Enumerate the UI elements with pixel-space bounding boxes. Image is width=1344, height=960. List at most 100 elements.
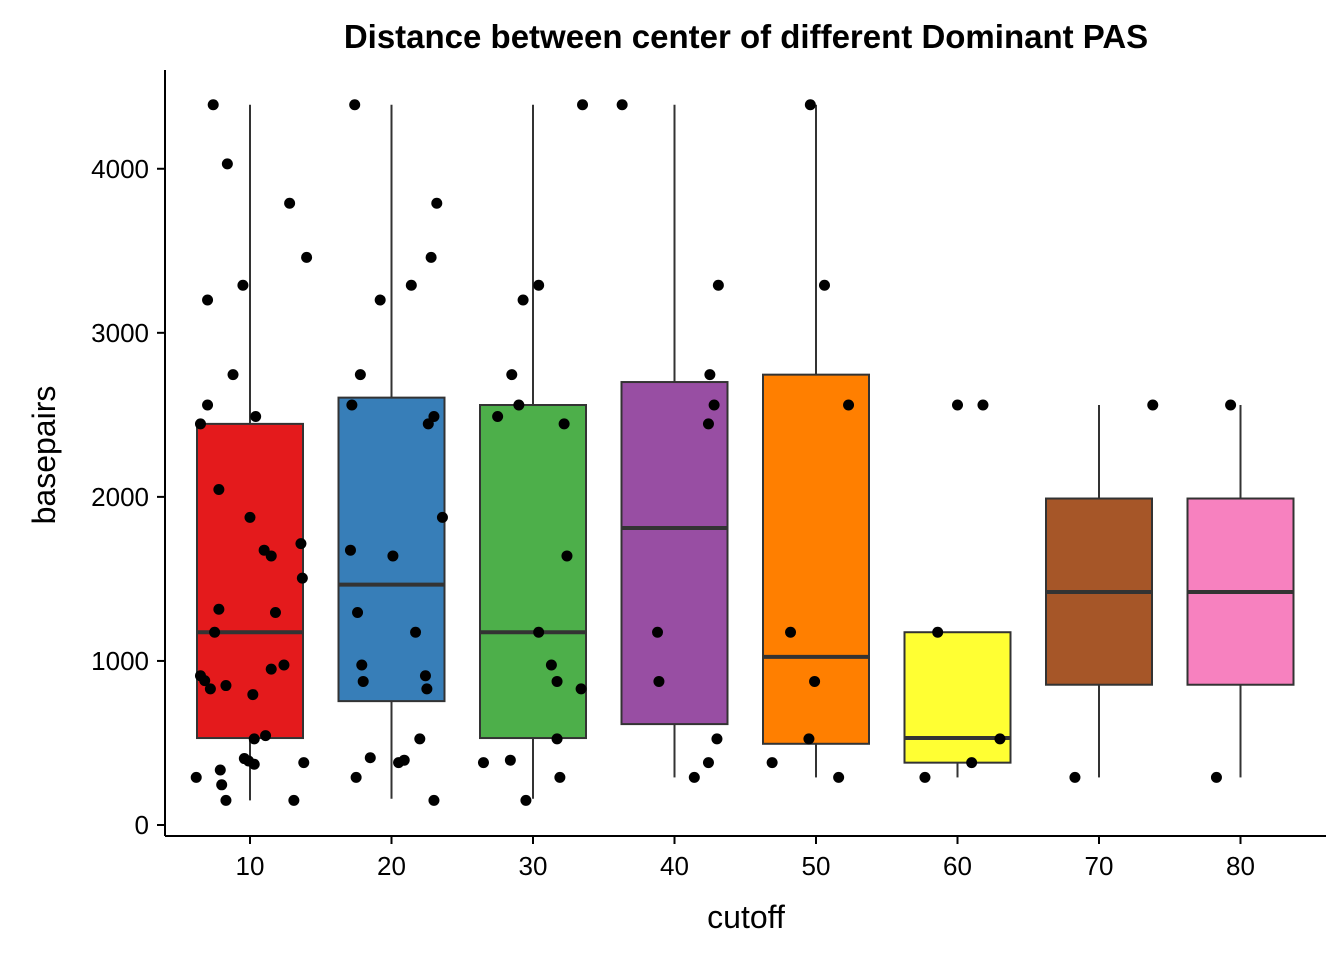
data-point-10-7	[209, 626, 221, 638]
data-point-20-1	[346, 399, 358, 411]
data-point-10-8	[207, 99, 219, 111]
data-point-20-5	[354, 369, 366, 381]
data-point-30-8	[533, 279, 545, 291]
data-point-30-13	[558, 418, 570, 430]
data-point-10-2	[199, 675, 211, 687]
x-tick-label-40: 40	[660, 851, 689, 881]
data-point-20-12	[398, 754, 410, 766]
x-tick-label-10: 10	[236, 851, 265, 881]
data-point-60-0	[919, 771, 931, 783]
data-point-20-3	[350, 771, 362, 783]
data-point-30-2	[504, 754, 516, 766]
data-point-20-2	[349, 99, 361, 111]
data-point-40-6	[704, 369, 716, 381]
y-tick-label-2000: 2000	[91, 482, 149, 512]
data-point-20-0	[344, 544, 356, 556]
data-point-30-5	[517, 294, 529, 306]
data-point-10-13	[220, 794, 232, 806]
data-point-20-19	[425, 251, 437, 263]
data-point-10-26	[260, 730, 272, 742]
y-tick-label-0: 0	[135, 810, 149, 840]
data-point-10-33	[295, 538, 307, 550]
data-point-20-23	[436, 511, 448, 523]
data-point-10-11	[214, 764, 226, 776]
points-layer	[190, 99, 1237, 806]
data-point-20-16	[419, 670, 431, 682]
data-point-30-16	[577, 99, 589, 111]
data-point-10-35	[298, 757, 310, 769]
data-point-10-27	[265, 663, 277, 675]
data-point-10-9	[213, 483, 225, 495]
data-point-60-4	[977, 399, 989, 411]
data-point-50-4	[809, 675, 821, 687]
data-point-80-1	[1225, 399, 1237, 411]
box-group-10	[196, 104, 304, 801]
data-point-20-14	[410, 626, 422, 638]
box-40	[620, 381, 729, 726]
data-point-10-3	[202, 294, 214, 306]
data-point-30-4	[513, 399, 525, 411]
data-point-20-20	[428, 794, 440, 806]
data-point-30-14	[561, 550, 573, 562]
data-point-10-14	[220, 680, 232, 692]
data-point-30-10	[551, 675, 563, 687]
data-point-10-12	[216, 779, 228, 791]
data-point-20-6	[356, 659, 368, 671]
data-point-30-6	[520, 794, 532, 806]
data-point-30-3	[506, 369, 518, 381]
data-point-40-3	[688, 771, 700, 783]
y-tick-label-1000: 1000	[91, 646, 149, 676]
data-point-50-1	[785, 626, 797, 638]
data-point-20-21	[428, 410, 440, 422]
data-point-10-32	[288, 794, 300, 806]
box-50	[762, 373, 870, 745]
data-point-50-6	[833, 771, 845, 783]
data-point-50-5	[818, 279, 830, 291]
data-point-10-34	[296, 572, 308, 584]
data-point-30-9	[545, 659, 557, 671]
data-point-50-2	[803, 733, 815, 745]
data-point-20-9	[374, 294, 386, 306]
box-group-60	[903, 631, 1012, 778]
data-point-10-30	[278, 659, 290, 671]
data-point-20-7	[357, 675, 369, 687]
data-point-30-11	[551, 733, 563, 745]
box-60	[903, 631, 1012, 764]
data-point-10-4	[202, 399, 214, 411]
data-point-70-1	[1147, 399, 1159, 411]
data-point-40-2	[653, 675, 665, 687]
data-point-10-17	[237, 279, 249, 291]
data-point-30-7	[533, 626, 545, 638]
data-point-80-0	[1210, 771, 1222, 783]
x-tick-label-50: 50	[802, 851, 831, 881]
data-point-10-5	[204, 683, 216, 695]
x-tick-label-20: 20	[377, 851, 406, 881]
y-tick-label-3000: 3000	[91, 318, 149, 348]
data-point-10-20	[244, 511, 256, 523]
data-point-20-22	[431, 197, 443, 209]
data-point-10-22	[248, 733, 260, 745]
data-point-30-15	[575, 683, 587, 695]
data-point-40-4	[702, 757, 714, 769]
data-point-60-2	[952, 399, 963, 411]
data-point-40-9	[712, 279, 724, 291]
box-group-40	[620, 104, 729, 778]
data-point-10-29	[269, 607, 281, 619]
x-tick-label-70: 70	[1085, 851, 1114, 881]
y-axis-label: basepairs	[26, 386, 62, 525]
data-point-20-8	[364, 752, 376, 764]
data-point-10-36	[301, 251, 313, 263]
data-point-10-10	[213, 603, 225, 615]
x-tick-label-60: 60	[943, 851, 972, 881]
data-point-30-0	[477, 757, 489, 769]
data-point-50-3	[804, 99, 816, 111]
x-tick-label-30: 30	[519, 851, 548, 881]
chart-title: Distance between center of different Dom…	[344, 18, 1148, 55]
data-point-50-0	[766, 757, 778, 769]
data-point-40-5	[702, 418, 714, 430]
data-point-10-28	[265, 550, 277, 562]
data-point-10-24	[250, 410, 262, 422]
data-point-10-21	[247, 689, 259, 701]
box-20	[337, 396, 446, 703]
box-group-70	[1045, 405, 1153, 778]
